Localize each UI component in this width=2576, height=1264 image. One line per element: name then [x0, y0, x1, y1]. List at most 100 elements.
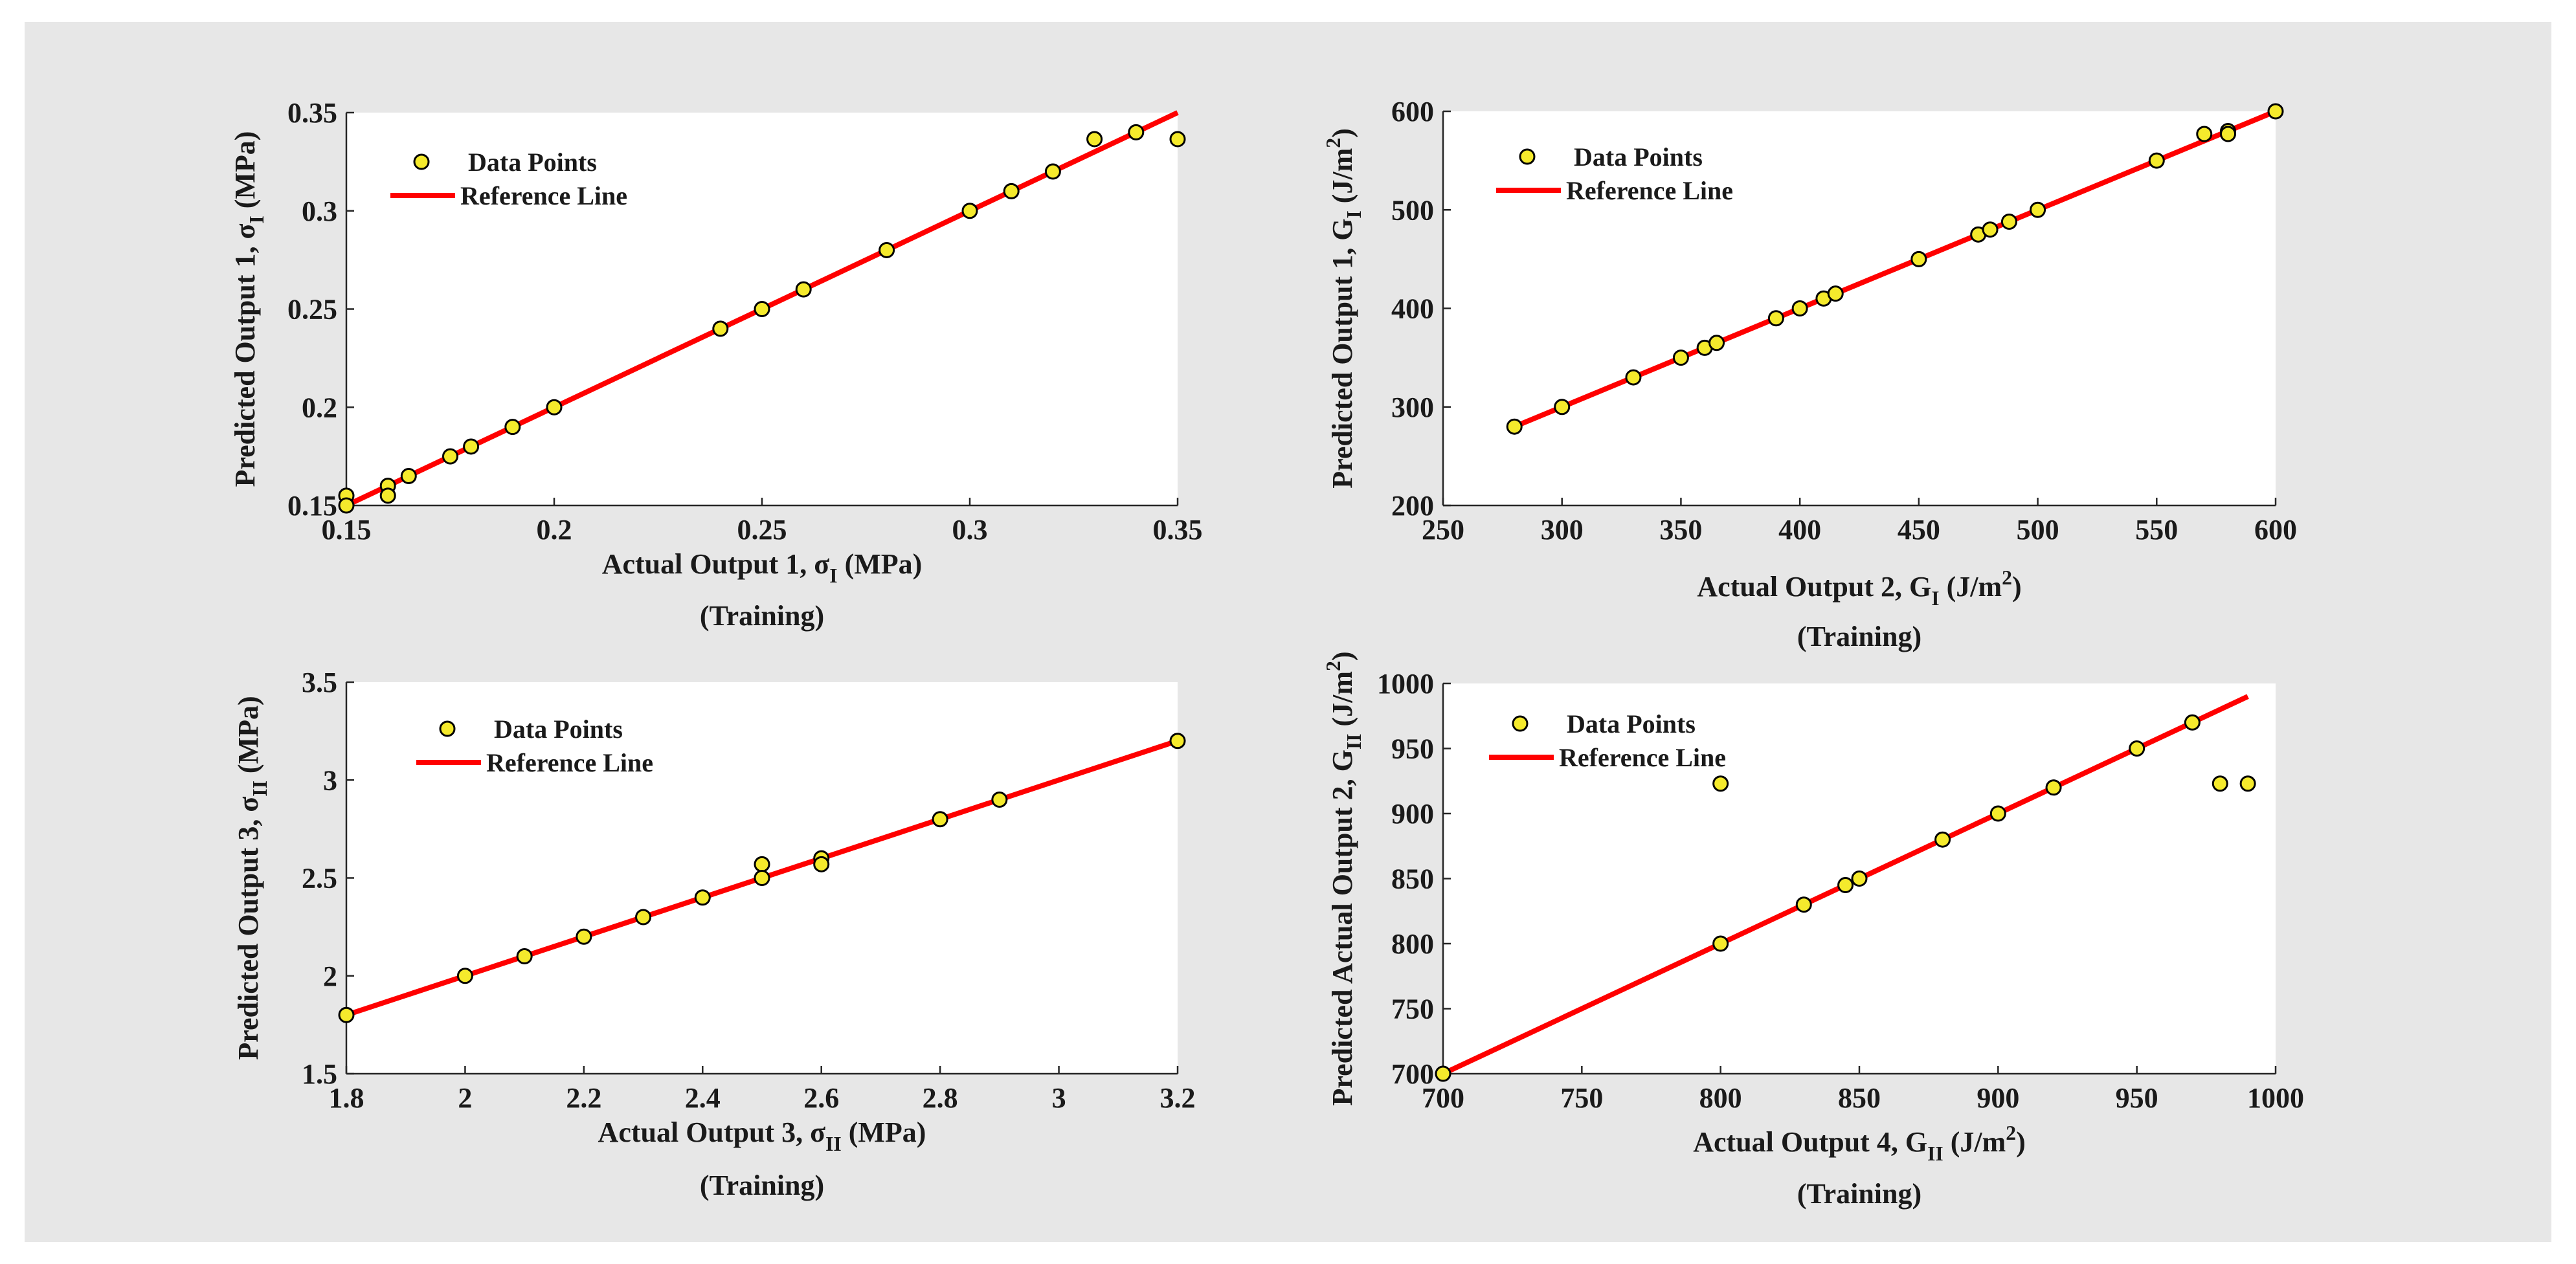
legend-label: Data Points [1574, 142, 1703, 172]
data-point [1934, 831, 1951, 848]
y-tick-label: 600 [1391, 96, 1434, 128]
data-point [1827, 285, 1844, 302]
data-point [1767, 310, 1784, 327]
x-tick-label: 0.15 [322, 514, 372, 546]
x-tick-label: 400 [1778, 514, 1821, 546]
x-tick-label: 1000 [2247, 1082, 2304, 1114]
data-point [1169, 733, 1186, 749]
y-axis-label: Predicted Output 1, GI (J/m2) [1322, 128, 1365, 489]
y-tick-label: 950 [1391, 733, 1434, 765]
y-tick-label: 300 [1391, 392, 1434, 423]
data-point [1910, 250, 1927, 267]
figure-background: 0.15 0.2 0.25 0.3 0.35 0.15 0.2 0.25 0.3 0.35 Data… [25, 22, 2551, 1242]
chart-panel-4: 700 750 800 850 900 950 1000 700 750 800 850 900 950… [1322, 651, 2304, 1210]
y-tick-label: 0.25 [287, 294, 337, 326]
data-point [1506, 418, 1523, 435]
data-point [2030, 201, 2046, 218]
data-point [795, 281, 812, 298]
x-tick-label: 750 [1560, 1082, 1603, 1114]
y-tick-label: 3 [323, 764, 337, 796]
data-point [463, 438, 480, 455]
y-tick-label: 500 [1391, 194, 1434, 226]
chart-panel-1: 0.15 0.2 0.25 0.3 0.35 0.15 0.2 0.25 0.3 0.35 Data… [229, 97, 1203, 632]
data-point [2129, 740, 2145, 757]
x-tick-label: 950 [2116, 1082, 2158, 1114]
data-point [338, 497, 355, 514]
y-tick-label: 800 [1391, 928, 1434, 960]
data-point [754, 870, 770, 886]
data-point [754, 856, 770, 872]
x-axis-label: Actual Output 2, GI (J/m2) [1697, 566, 2021, 610]
legend: Data Points Reference Line [390, 148, 627, 210]
legend-label: Data Points [1567, 709, 1696, 738]
x-tick-label: 2 [458, 1082, 472, 1114]
data-point [456, 968, 473, 984]
data-point [2212, 775, 2228, 792]
data-point [1086, 131, 1103, 148]
reference-line [1513, 109, 2277, 429]
data-point [1708, 335, 1725, 351]
legend-label: Reference Line [486, 748, 653, 777]
data-point [932, 811, 948, 828]
x-tick-label: 0.35 [1153, 514, 1203, 546]
x-tick-label: 350 [1659, 514, 1702, 546]
x-tick-label: 900 [1977, 1082, 2019, 1114]
x-tick-label: 500 [2017, 514, 2059, 546]
data-point [1625, 369, 1642, 386]
legend-marker [439, 720, 456, 737]
x-tick-label: 700 [1422, 1082, 1464, 1114]
data-point [712, 320, 729, 337]
data-point [504, 419, 521, 436]
x-tick-label: 2.6 [803, 1082, 839, 1114]
x-tick-label: 300 [1541, 514, 1584, 546]
y-tick-label: 1000 [1377, 668, 1434, 700]
y-tick-label: 700 [1391, 1058, 1434, 1090]
data-point [2239, 775, 2256, 792]
y-tick-label: 0.2 [302, 392, 337, 423]
legend: Data Points Reference Line [1489, 709, 1726, 772]
y-tick-label: 2.5 [302, 863, 337, 894]
chart-panel-2: 250 300 350 400 450 500 550 600 200 300 400 500 600 D… [1322, 96, 2297, 652]
y-tick-label: 1.5 [302, 1058, 337, 1090]
panel-caption: (Training) [1797, 1178, 1921, 1210]
x-axis-label: Actual Output 1, σI (MPa) [602, 548, 923, 587]
legend-marker [413, 153, 430, 170]
data-point [1989, 805, 2006, 822]
data-point [1554, 399, 1571, 416]
x-tick-label: 0.2 [537, 514, 572, 546]
y-axis-label: Predicted Output 1, σI (MPa) [229, 131, 268, 487]
x-tick-label: 0.25 [737, 514, 787, 546]
x-tick-label: 2.2 [566, 1082, 601, 1114]
data-point [754, 301, 770, 317]
y-tick-label: 3.5 [302, 667, 337, 698]
x-tick-label: 3.2 [1160, 1082, 1196, 1114]
data-point [1128, 124, 1145, 140]
data-point [961, 203, 978, 219]
data-point [1982, 221, 1999, 238]
data-point [813, 856, 830, 872]
figure-canvas: 0.15 0.2 0.25 0.3 0.35 0.15 0.2 0.25 0.3 0.35 Data… [229, 96, 2304, 1210]
data-point [635, 909, 652, 926]
x-axis-label: Actual Output 3, σII (MPa) [598, 1116, 926, 1155]
data-point [400, 467, 417, 484]
legend: Data Points Reference Line [1496, 142, 1733, 205]
data-point [1169, 131, 1186, 148]
x-tick-label: 800 [1699, 1082, 1742, 1114]
data-point [442, 448, 458, 465]
legend-label: Data Points [468, 148, 597, 177]
y-axis-label: Predicted Actual Output 2, GII (J/m2) [1322, 651, 1365, 1105]
data-point [379, 487, 396, 504]
x-tick-label: 550 [2135, 514, 2178, 546]
data-point [1435, 1065, 1451, 1082]
data-point [2000, 214, 2017, 230]
data-point [1712, 935, 1729, 952]
y-tick-label: 850 [1391, 863, 1434, 895]
legend-marker [1512, 715, 1529, 732]
y-tick-label: 400 [1391, 293, 1434, 325]
data-point [991, 792, 1008, 808]
legend-label: Reference Line [460, 181, 627, 210]
x-tick-label: 450 [1898, 514, 1940, 546]
data-point [2148, 152, 2165, 169]
x-tick-label: 0.3 [952, 514, 988, 546]
data-point [879, 241, 895, 258]
